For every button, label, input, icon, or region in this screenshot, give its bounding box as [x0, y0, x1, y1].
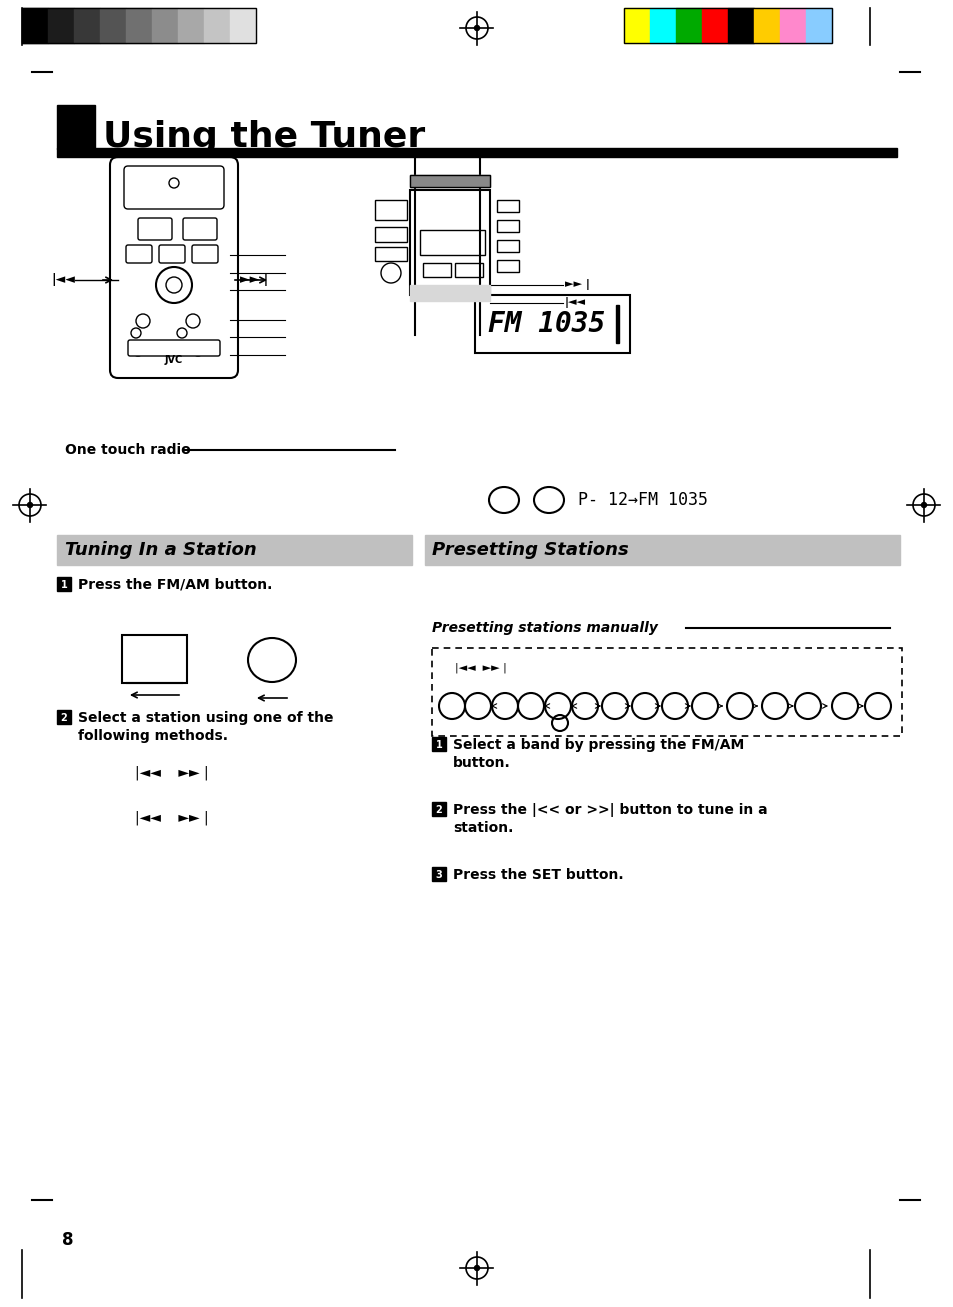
Bar: [432, 867, 446, 881]
Text: One touch radio: One touch radio: [65, 443, 191, 457]
Text: FM 1035: FM 1035: [488, 310, 605, 339]
Bar: [22, 8, 255, 43]
Bar: [455, 263, 482, 277]
Bar: [230, 8, 255, 43]
Text: ►► |: ►► |: [240, 273, 268, 286]
FancyBboxPatch shape: [159, 244, 185, 263]
Bar: [204, 8, 230, 43]
FancyBboxPatch shape: [192, 244, 218, 263]
Text: station.: station.: [453, 821, 513, 835]
Text: Tuning In a Station: Tuning In a Station: [65, 541, 256, 559]
Bar: [57, 148, 896, 157]
Ellipse shape: [489, 488, 518, 514]
Bar: [497, 200, 518, 212]
Text: Select a station using one of the: Select a station using one of the: [78, 711, 334, 725]
Text: Presetting stations manually: Presetting stations manually: [432, 621, 658, 635]
Bar: [178, 8, 204, 43]
Bar: [375, 227, 407, 242]
Text: |◄◄: |◄◄: [51, 273, 75, 286]
Bar: [152, 8, 178, 43]
Bar: [432, 737, 446, 752]
Bar: [57, 105, 95, 149]
Bar: [780, 8, 805, 43]
Text: 2: 2: [436, 805, 442, 816]
Bar: [805, 8, 831, 43]
Text: |◄◄: |◄◄: [564, 298, 585, 308]
Text: JVC: JVC: [165, 356, 183, 365]
Text: |◄◄    ►► |: |◄◄ ►► |: [135, 766, 209, 780]
Text: button.: button.: [453, 755, 510, 770]
Text: |◄◄  ►► |: |◄◄ ►► |: [455, 663, 506, 673]
Ellipse shape: [534, 488, 563, 514]
Text: ►► |: ►► |: [564, 280, 589, 290]
FancyBboxPatch shape: [138, 218, 172, 240]
Bar: [57, 710, 71, 724]
Bar: [475, 295, 629, 353]
Bar: [74, 8, 100, 43]
Bar: [497, 240, 518, 252]
Ellipse shape: [248, 638, 295, 682]
Bar: [497, 260, 518, 272]
Bar: [410, 175, 490, 187]
Bar: [676, 8, 701, 43]
Bar: [410, 285, 490, 293]
Circle shape: [474, 1265, 479, 1270]
Text: Press the FM/AM button.: Press the FM/AM button.: [78, 578, 273, 592]
Bar: [410, 190, 490, 295]
FancyBboxPatch shape: [126, 244, 152, 263]
Bar: [100, 8, 126, 43]
Bar: [419, 230, 484, 255]
Bar: [22, 8, 48, 43]
FancyBboxPatch shape: [183, 218, 216, 240]
Bar: [375, 247, 407, 261]
Text: 1: 1: [61, 580, 68, 589]
Bar: [623, 8, 649, 43]
Text: Select a band by pressing the FM/AM: Select a band by pressing the FM/AM: [453, 738, 743, 752]
Bar: [727, 8, 753, 43]
Bar: [497, 220, 518, 233]
Text: Using the Tuner: Using the Tuner: [103, 120, 425, 154]
Bar: [432, 802, 446, 816]
Bar: [375, 200, 407, 220]
Bar: [57, 576, 71, 591]
Bar: [753, 8, 780, 43]
Text: Presetting Stations: Presetting Stations: [432, 541, 628, 559]
Text: 2: 2: [61, 714, 68, 723]
Text: 8: 8: [62, 1231, 73, 1249]
Bar: [616, 305, 618, 342]
Bar: [432, 648, 901, 736]
Bar: [410, 293, 490, 301]
Bar: [48, 8, 74, 43]
Bar: [623, 8, 831, 43]
Text: P- 12→FM 1035: P- 12→FM 1035: [578, 491, 707, 508]
Text: Press the |<< or >>| button to tune in a: Press the |<< or >>| button to tune in a: [453, 802, 767, 817]
Bar: [422, 263, 451, 277]
Bar: [126, 8, 152, 43]
Text: |◄◄    ►► |: |◄◄ ►► |: [135, 810, 209, 825]
Text: following methods.: following methods.: [78, 729, 228, 742]
Bar: [410, 175, 490, 187]
Circle shape: [28, 502, 32, 507]
Bar: [122, 635, 187, 684]
Bar: [57, 535, 412, 565]
Bar: [649, 8, 676, 43]
FancyBboxPatch shape: [124, 166, 224, 209]
Circle shape: [474, 26, 479, 30]
Text: 1: 1: [436, 740, 442, 750]
Bar: [424, 535, 899, 565]
Circle shape: [921, 502, 925, 507]
FancyBboxPatch shape: [110, 157, 237, 378]
Text: Press the SET button.: Press the SET button.: [453, 868, 623, 882]
FancyBboxPatch shape: [128, 340, 220, 356]
Bar: [701, 8, 727, 43]
Text: 3: 3: [436, 870, 442, 880]
